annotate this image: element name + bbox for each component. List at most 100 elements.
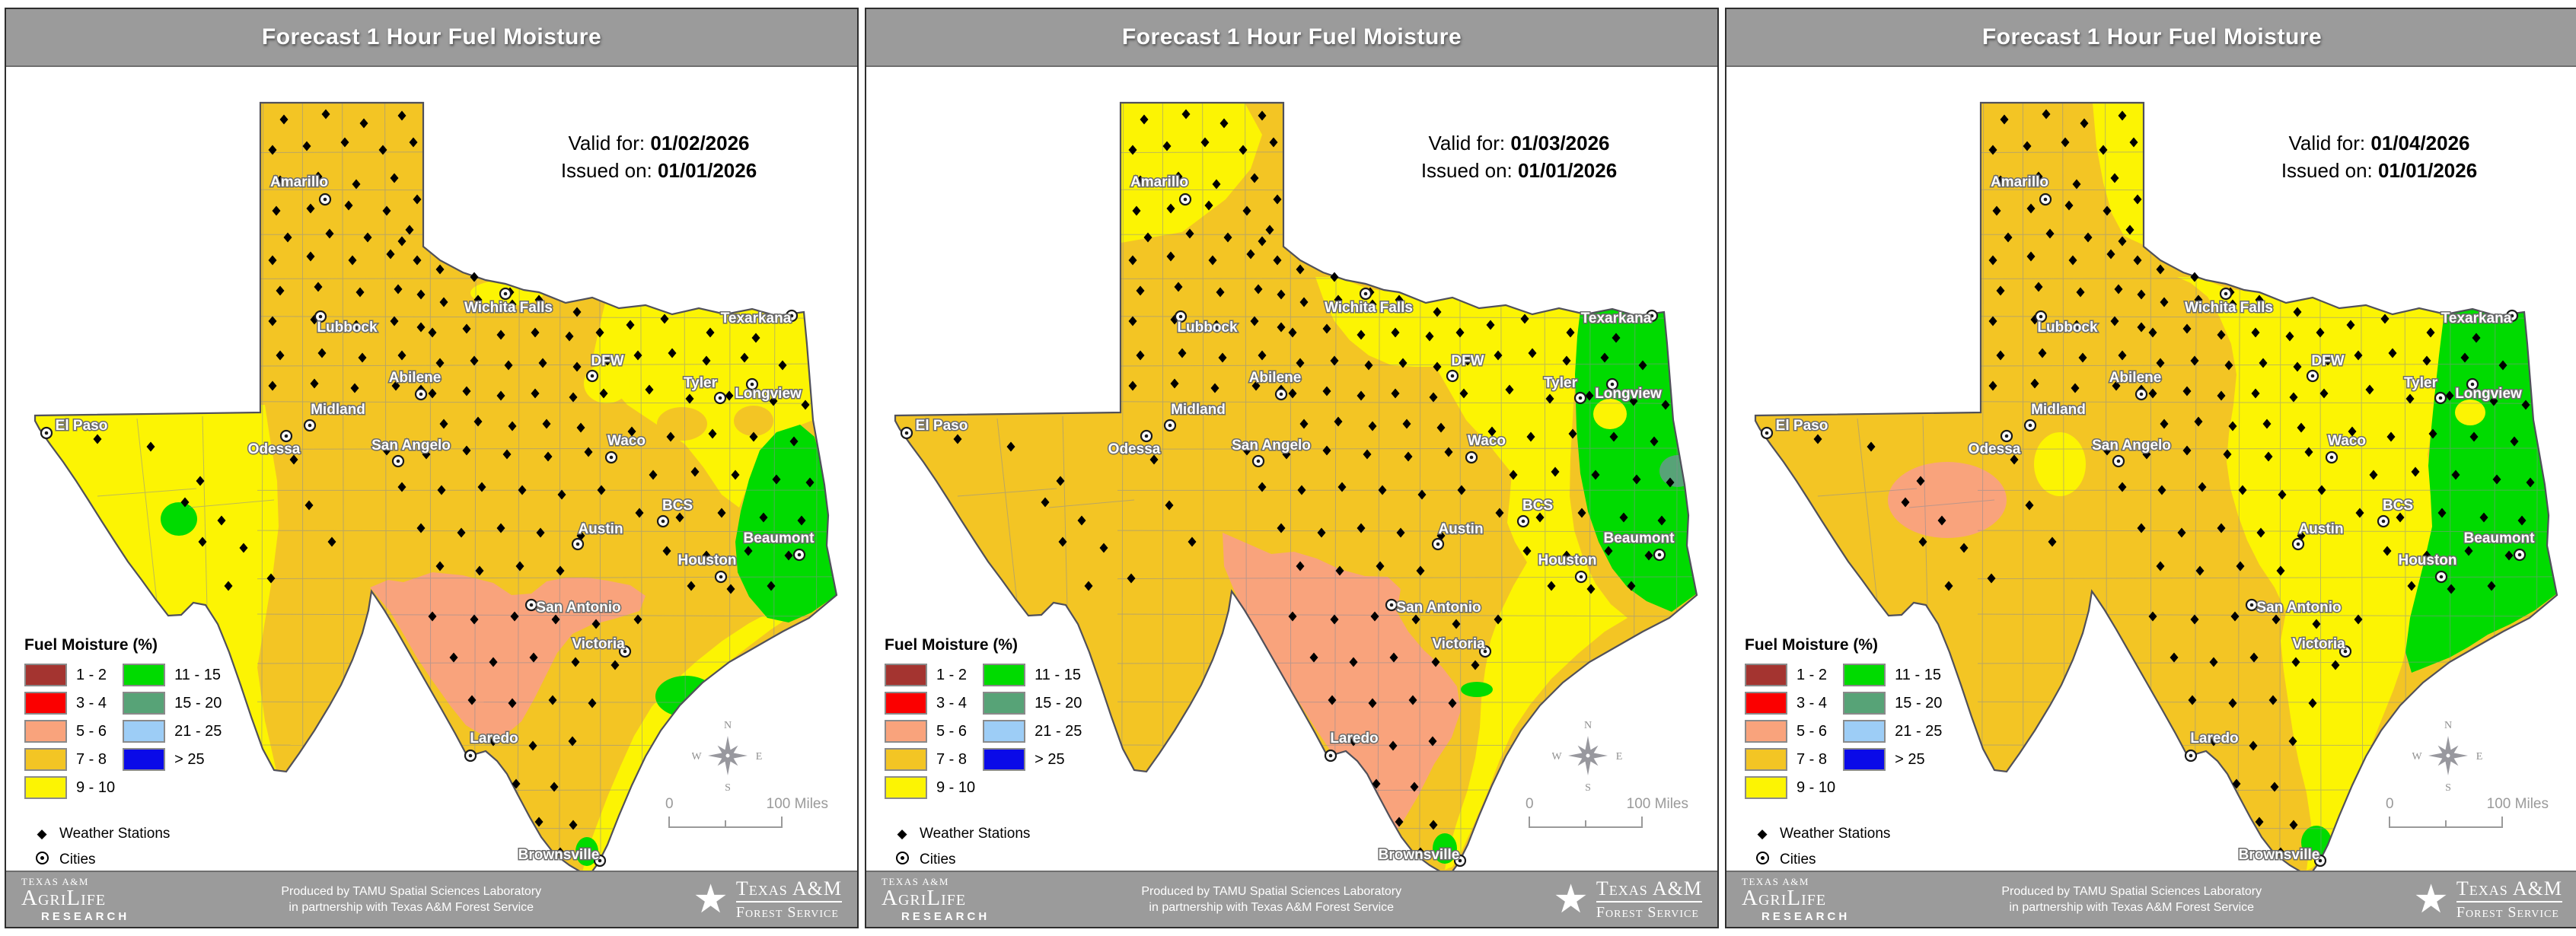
svg-text:W: W xyxy=(692,751,702,762)
city-label-san-angelo: San Angelo xyxy=(1232,438,1311,454)
city-label-laredo: Laredo xyxy=(470,731,518,747)
city-label-odessa: Odessa xyxy=(1108,441,1161,457)
panel-footer: Texas A&M AgriLife Research Produced by … xyxy=(866,871,1717,927)
legend-swatch xyxy=(1843,748,1886,771)
legend-swatch xyxy=(1745,720,1787,743)
city-label-austin: Austin xyxy=(2298,521,2343,537)
forest-service-star-icon: ★ xyxy=(2413,880,2449,919)
city-label-amarillo: Amarillo xyxy=(1991,174,2048,190)
city-label-laredo: Laredo xyxy=(1330,731,1378,747)
city-label-tyler: Tyler xyxy=(684,375,718,391)
svg-text:E: E xyxy=(2476,751,2483,762)
legend-item: 21 - 25 xyxy=(123,720,222,743)
legend-item: 5 - 6 xyxy=(1745,720,1835,743)
legend-item: 21 - 25 xyxy=(983,720,1082,743)
valid-issued-block: Valid for: 01/03/2026 Issued on: 01/01/2… xyxy=(1369,129,1669,184)
city-label-texarkana: Texarkana xyxy=(721,310,792,326)
valid-label: Valid for: xyxy=(1428,132,1505,154)
panel-title: Forecast 1 Hour Fuel Moisture xyxy=(1982,24,2322,50)
legend-swatch xyxy=(885,720,927,743)
city-label-wichita-falls: Wichita Falls xyxy=(1325,300,1413,316)
city-label-san-angelo: San Angelo xyxy=(371,438,451,454)
legend-swatch xyxy=(885,748,927,771)
city-label-el-paso: El Paso xyxy=(56,418,108,434)
legend-item: 7 - 8 xyxy=(1745,748,1835,771)
city-label-houston: Houston xyxy=(2398,552,2456,568)
city-label-longview: Longview xyxy=(1595,386,1662,402)
valid-date: 01/03/2026 xyxy=(1510,132,1609,154)
legend-swatch xyxy=(123,692,165,715)
city-label-odessa: Odessa xyxy=(1969,441,2021,457)
agrilife-research-logo: Texas A&M AgriLife Research xyxy=(882,877,990,922)
legend-item: 9 - 10 xyxy=(24,776,115,799)
legend-swatch xyxy=(123,664,165,686)
legend-item: 21 - 25 xyxy=(1843,720,1942,743)
legend-cities: Cities xyxy=(1745,847,1996,873)
city-label-midland: Midland xyxy=(311,402,365,418)
legend-swatch xyxy=(885,776,927,799)
legend-item: 11 - 15 xyxy=(983,664,1082,686)
svg-text:N: N xyxy=(724,720,732,731)
city-label-texarkana: Texarkana xyxy=(2441,310,2512,326)
legend-item: > 25 xyxy=(983,748,1082,771)
city-label-midland: Midland xyxy=(2031,402,2086,418)
scale-bar: 0 100 Miles xyxy=(665,796,828,828)
city-label-texarkana: Texarkana xyxy=(1581,310,1652,326)
legend-item: 11 - 15 xyxy=(1843,664,1942,686)
panel-title-bar: Forecast 1 Hour Fuel Moisture xyxy=(6,9,857,67)
city-label-amarillo: Amarillo xyxy=(270,174,328,190)
legend-swatch xyxy=(983,748,1025,771)
panel-title: Forecast 1 Hour Fuel Moisture xyxy=(262,24,601,50)
forest-service-logo: ★ Texas A&M Forest Service xyxy=(693,877,842,922)
legend-item: 15 - 20 xyxy=(1843,692,1942,715)
svg-text:S: S xyxy=(725,782,731,792)
city-label-el-paso: El Paso xyxy=(916,418,968,434)
issued-label: Issued on: xyxy=(2281,159,2373,182)
scale-hundred: 100 Miles xyxy=(1627,796,1688,813)
legend-item: 9 - 10 xyxy=(1745,776,1835,799)
scale-line xyxy=(668,816,783,828)
valid-issued-block: Valid for: 01/02/2026 Issued on: 01/01/2… xyxy=(509,129,809,184)
city-label-san-angelo: San Angelo xyxy=(2092,438,2171,454)
svg-text:E: E xyxy=(1616,751,1623,762)
legend-swatch xyxy=(123,720,165,743)
city-label-abilene: Abilene xyxy=(2109,370,2162,386)
city-label-longview: Longview xyxy=(735,386,802,402)
legend-swatch xyxy=(1745,748,1787,771)
city-label-wichita-falls: Wichita Falls xyxy=(464,300,553,316)
issued-date: 01/01/2026 xyxy=(1518,159,1617,182)
scale-line xyxy=(1529,816,1643,828)
legend-swatch xyxy=(885,692,927,715)
legend-swatch xyxy=(983,664,1025,686)
legend-cities: Cities xyxy=(885,847,1136,873)
panel-title-bar: Forecast 1 Hour Fuel Moisture xyxy=(866,9,1717,67)
city-label-waco: Waco xyxy=(1468,433,1506,449)
legend-swatch xyxy=(1745,692,1787,715)
scale-bar: 0 100 Miles xyxy=(1526,796,1688,828)
city-label-laredo: Laredo xyxy=(2190,731,2238,747)
city-label-bcs: BCS xyxy=(1522,498,1553,514)
city-label-abilene: Abilene xyxy=(1249,370,1302,386)
city-label-el-paso: El Paso xyxy=(1776,418,1828,434)
city-label-houston: Houston xyxy=(677,552,736,568)
city-label-lubbock: Lubbock xyxy=(1177,320,1238,336)
forest-service-logo: ★ Texas A&M Forest Service xyxy=(2413,877,2562,922)
issued-label: Issued on: xyxy=(561,159,652,182)
legend-weather-stations: ◆ Weather Stations xyxy=(24,821,276,847)
panel-footer: Texas A&M AgriLife Research Produced by … xyxy=(1726,871,2576,927)
valid-date: 01/04/2026 xyxy=(2370,132,2469,154)
city-label-austin: Austin xyxy=(578,521,623,537)
legend-swatch xyxy=(24,720,67,743)
legend-swatch xyxy=(24,664,67,686)
legend-item: 3 - 4 xyxy=(1745,692,1835,715)
valid-label: Valid for: xyxy=(568,132,645,154)
city-label-beaumont: Beaumont xyxy=(2464,530,2536,546)
panel-footer: Texas A&M AgriLife Research Produced by … xyxy=(6,871,857,927)
legend-swatch xyxy=(24,692,67,715)
